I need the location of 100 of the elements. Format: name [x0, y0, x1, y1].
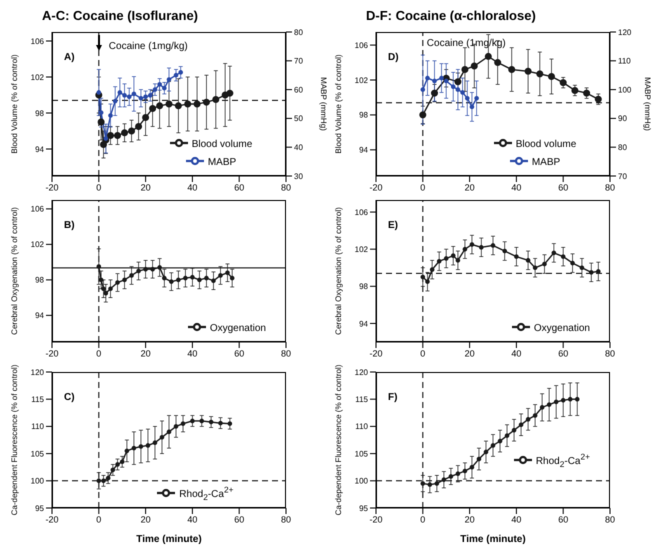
legend-label: Oxygenation: [210, 323, 266, 334]
x-tick-label: 80: [280, 348, 292, 358]
x-tick-label: -20: [45, 348, 59, 358]
y-tick-label: 100: [30, 476, 45, 486]
y2-axis-title: MABP (mmHg): [319, 77, 328, 132]
y-axis-title: Ca-dependent Fluorescence (% of control): [10, 364, 19, 516]
x-tick-label: 80: [604, 514, 616, 524]
x-tick-label: 20: [140, 182, 151, 192]
annotation: F): [388, 392, 398, 403]
annotation: B): [64, 220, 75, 231]
x-tick-label: 60: [558, 348, 568, 358]
y-tick-label: 98: [35, 108, 45, 118]
y2-tick-label: 80: [618, 143, 628, 152]
x-tick-label: 80: [604, 182, 616, 192]
y-tick-label: 102: [354, 76, 369, 85]
x-tick-label: 20: [140, 348, 151, 358]
legend-label: Rhod$_{2}$-Ca$^{2+}$: [536, 452, 590, 470]
annotation: C): [64, 392, 75, 403]
y-tick-label: 105: [354, 449, 369, 458]
x-tick-label: 40: [511, 182, 522, 192]
legend-label: MABP: [208, 157, 236, 168]
y-tick-label: 94: [35, 144, 45, 154]
x-axis-title: Time (minute): [460, 534, 526, 545]
y2-axis-title: MABP (mmHg): [643, 77, 652, 132]
y-tick-label: 110: [355, 422, 369, 432]
y-tick-label: 95: [35, 504, 45, 513]
y-axis-title: Blood Volume (% of control): [334, 54, 343, 154]
y-tick-label: 105: [30, 449, 45, 458]
x-tick-label: 0: [420, 514, 426, 524]
y-axis-title: Ca-dependent Fluorescence (% of control): [334, 364, 343, 516]
legend-label: Blood volume: [516, 139, 576, 150]
x-tick-label: 0: [96, 514, 102, 524]
x-tick-label: 80: [280, 514, 292, 524]
x-tick-label: -20: [45, 182, 59, 192]
x-tick-label: 40: [511, 348, 522, 358]
y2-tick-label: 90: [618, 114, 628, 124]
x-tick-label: 60: [234, 348, 244, 358]
y-tick-label: 120: [30, 368, 45, 377]
annotation: Cocaine (1mg/kg): [108, 41, 188, 52]
x-tick-label: 20: [464, 514, 475, 524]
y2-tick-label: 120: [618, 28, 632, 37]
x-tick-label: 20: [464, 182, 475, 192]
y2-tick-label: 50: [294, 114, 304, 124]
annotation: E): [388, 220, 398, 231]
x-tick-label: 0: [96, 182, 102, 192]
y-tick-label: 106: [30, 204, 45, 214]
y-tick-label: 95: [359, 504, 369, 513]
y-axis-title: Cerebral Oxygenation (% of control): [10, 206, 19, 335]
y-tick-label: 115: [31, 395, 45, 404]
x-tick-label: -20: [45, 514, 59, 524]
legend-label: Blood volume: [192, 139, 252, 150]
y2-tick-label: 80: [294, 28, 304, 37]
x-tick-label: -20: [369, 514, 383, 524]
x-tick-label: 40: [187, 182, 198, 192]
y2-tick-label: 40: [294, 143, 304, 152]
legend-label: Rhod$_{2}$-Ca$^{2+}$: [179, 484, 234, 502]
y-tick-label: 110: [31, 422, 45, 432]
y-tick-label: 98: [35, 276, 45, 285]
y-tick-label: 94: [359, 146, 369, 155]
x-tick-label: 60: [234, 514, 244, 524]
y-tick-label: 115: [355, 395, 369, 404]
x-tick-label: 0: [96, 348, 102, 358]
y-axis-title: Cerebral Oxygenation (% of control): [334, 206, 343, 335]
y-tick-label: 102: [354, 245, 369, 254]
y2-tick-label: 110: [618, 56, 632, 66]
annotation: A): [64, 52, 75, 63]
x-tick-label: -20: [369, 182, 383, 192]
x-axis-title: Time (minute): [136, 534, 202, 545]
y-tick-label: 106: [354, 40, 369, 50]
x-tick-label: 60: [558, 514, 568, 524]
x-tick-label: 60: [234, 182, 244, 192]
x-tick-label: 0: [420, 348, 426, 358]
legend-label: MABP: [532, 157, 560, 168]
x-tick-label: 80: [280, 182, 292, 192]
y-tick-label: 106: [354, 208, 369, 217]
y-tick-label: 94: [359, 319, 369, 328]
legend-label: Oxygenation: [534, 323, 590, 334]
x-tick-label: 0: [420, 182, 426, 192]
y2-tick-label: 70: [618, 172, 628, 181]
y2-tick-label: 70: [294, 56, 304, 66]
annotation: D): [388, 52, 399, 63]
y-tick-label: 120: [354, 368, 369, 377]
y-tick-label: 102: [30, 72, 45, 82]
chart-title: A-C: Cocaine (Isoflurane): [41, 8, 200, 25]
y-tick-label: 94: [35, 311, 45, 320]
y-tick-label: 106: [30, 36, 45, 46]
y2-tick-label: 100: [618, 85, 632, 94]
y-tick-label: 100: [354, 476, 369, 486]
x-tick-label: 20: [140, 514, 151, 524]
x-tick-label: 60: [558, 182, 568, 192]
y2-tick-label: 60: [294, 85, 304, 94]
x-tick-label: 20: [464, 348, 475, 358]
x-tick-label: 40: [511, 514, 522, 524]
y-axis-title: Blood Volume (% of control): [10, 54, 19, 154]
y-tick-label: 102: [30, 240, 45, 250]
x-tick-label: -20: [369, 348, 383, 358]
x-tick-label: 80: [604, 348, 616, 358]
y-tick-label: 98: [359, 282, 369, 292]
x-tick-label: 40: [187, 348, 198, 358]
x-tick-label: 40: [187, 514, 198, 524]
